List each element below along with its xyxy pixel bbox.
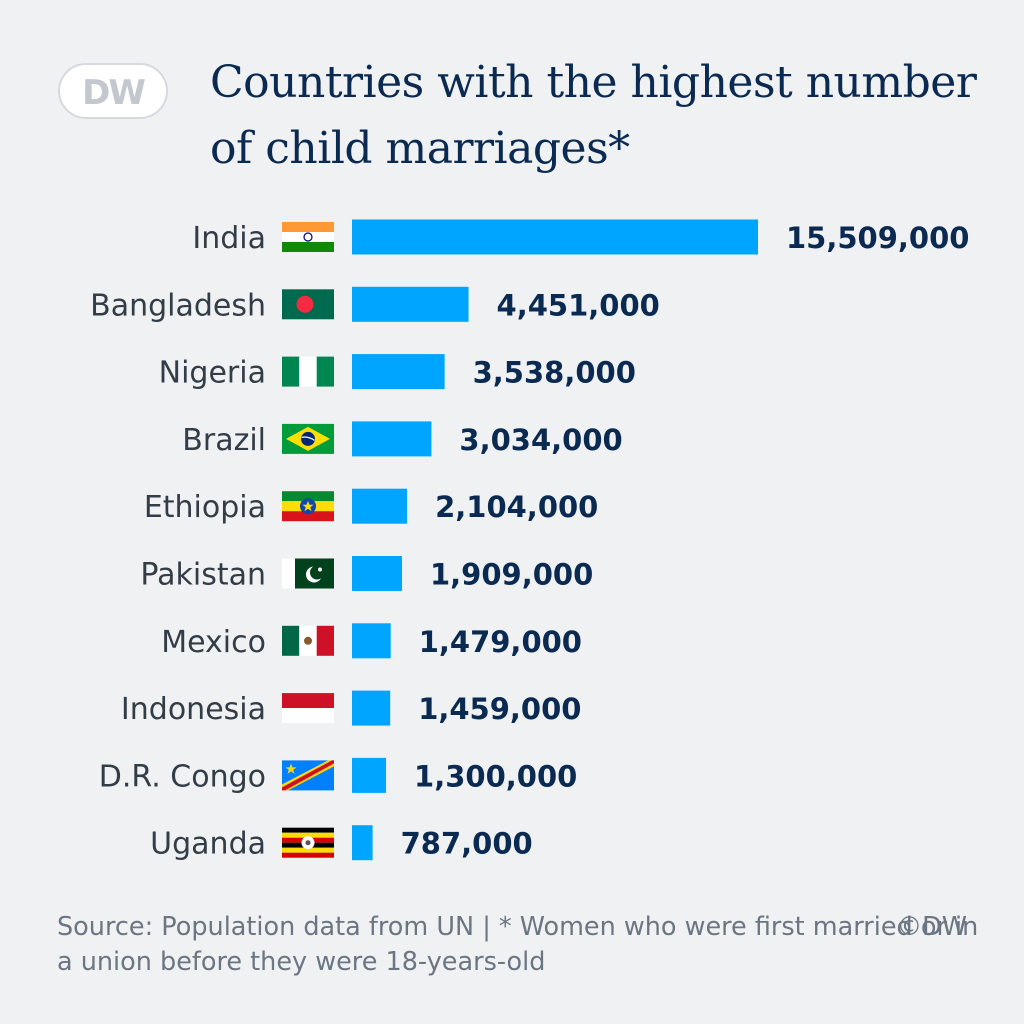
brazil-flag-icon <box>282 423 334 454</box>
bar <box>352 421 432 457</box>
value-label: 4,451,000 <box>497 288 660 322</box>
category-label: India <box>192 221 266 256</box>
bar <box>352 219 758 255</box>
bangladesh-flag-icon <box>282 289 334 320</box>
dw-logo: DW <box>58 63 168 119</box>
svg-text:DW: DW <box>82 73 145 113</box>
category-label: Brazil <box>182 423 266 458</box>
bar <box>352 690 391 726</box>
ethiopia-flag-icon <box>282 491 334 522</box>
value-label: 1,459,000 <box>418 692 581 726</box>
category-label: Uganda <box>150 827 266 862</box>
value-label: 15,509,000 <box>786 221 969 255</box>
value-label: 1,479,000 <box>419 625 582 659</box>
nigeria-flag-icon <box>282 356 334 387</box>
pakistan-flag-icon <box>282 558 334 589</box>
bar <box>352 488 408 524</box>
bar <box>352 556 402 591</box>
value-label: 3,034,000 <box>459 423 622 457</box>
bar <box>352 825 373 861</box>
category-label: Pakistan <box>140 558 266 593</box>
chart-title: Countries with the highest number of chi… <box>210 57 977 174</box>
category-label: Ethiopia <box>144 490 266 525</box>
dr-congo-flag-icon <box>282 760 334 791</box>
value-label: 787,000 <box>401 827 533 861</box>
source-note: Source: Population data from UN | * Wome… <box>57 910 987 980</box>
category-label: D.R. Congo <box>99 759 266 794</box>
uganda-flag-icon <box>282 827 334 858</box>
bar <box>352 623 391 659</box>
category-label: Bangladesh <box>90 288 266 323</box>
value-label: 3,538,000 <box>473 356 636 390</box>
copyright: ©DW <box>896 912 967 942</box>
mexico-flag-icon <box>282 625 334 656</box>
bar <box>352 286 469 322</box>
value-label: 1,909,000 <box>430 558 593 592</box>
bar <box>352 757 387 793</box>
india-flag-icon <box>282 222 334 252</box>
category-label: Indonesia <box>121 692 266 727</box>
bar <box>352 354 445 390</box>
value-label: 2,104,000 <box>435 490 598 524</box>
indonesia-flag-icon <box>282 693 334 724</box>
category-label: Mexico <box>161 625 266 660</box>
category-label: Nigeria <box>159 356 266 391</box>
source-text: Source: Population data from UN | * Wome… <box>57 912 979 977</box>
value-label: 1,300,000 <box>414 759 577 793</box>
